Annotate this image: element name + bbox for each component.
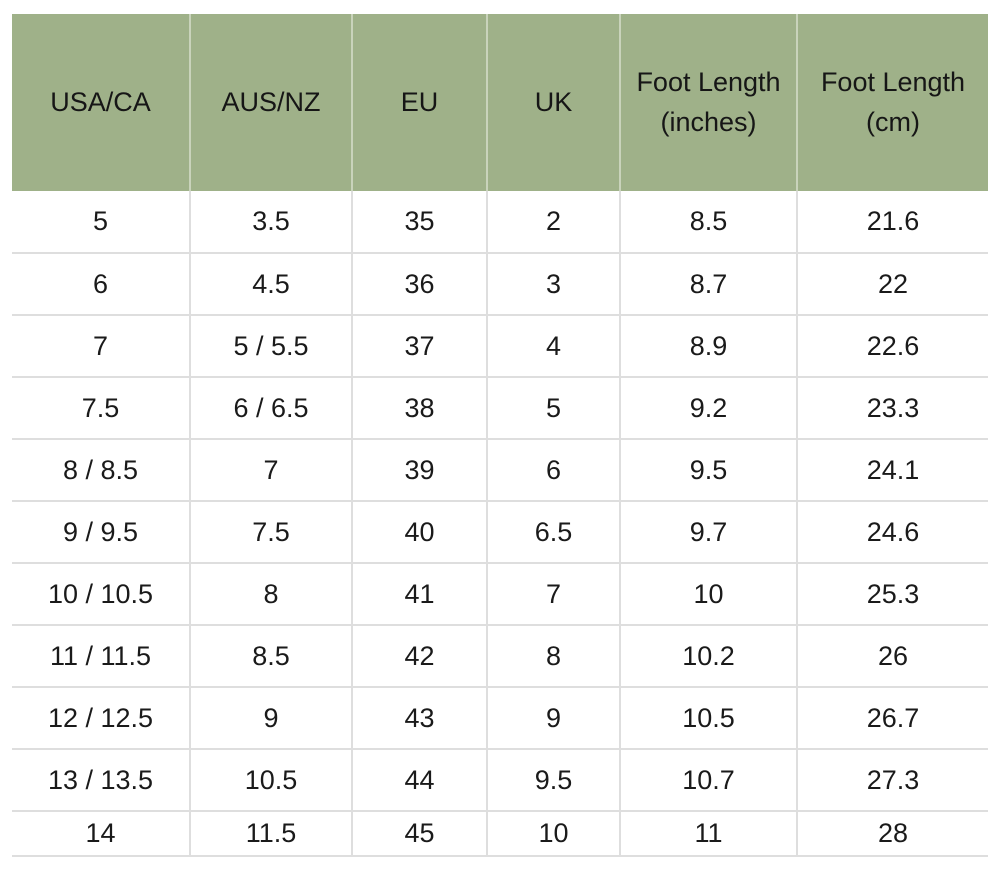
table-cell: 9.2	[619, 377, 797, 440]
table-row: 13 / 13.5 10.5 44 9.5 10.7 27.3	[12, 749, 988, 812]
table-cell: 4	[486, 315, 620, 378]
table-cell: 6	[12, 253, 190, 316]
table-cell: 11.5	[189, 811, 352, 857]
column-header-usa-ca: USA/CA	[12, 14, 190, 191]
table-cell: 8	[189, 563, 352, 626]
table-cell: 45	[351, 811, 487, 857]
shoe-size-table: USA/CA AUS/NZ EU UK Foot Length (inches) Foot…	[12, 14, 988, 857]
table-cell: 8.9	[619, 315, 797, 378]
table-body: 5 3.5 35 2 8.5 21.6 6 4.5 36 3 8.7 22 7 5 / 5.5 37 4 8.9…	[12, 191, 988, 857]
table-cell: 39	[351, 439, 487, 502]
table-cell: 9	[189, 687, 352, 750]
table-cell: 2	[486, 191, 620, 254]
table-cell: 7	[486, 563, 620, 626]
table-cell: 38	[351, 377, 487, 440]
table-cell: 25.3	[796, 563, 988, 626]
table-cell: 9.7	[619, 501, 797, 564]
table-cell: 12 / 12.5	[12, 687, 190, 750]
column-header-uk: UK	[486, 14, 620, 191]
table-cell: 4.5	[189, 253, 352, 316]
table-cell: 9	[486, 687, 620, 750]
table-header: USA/CA AUS/NZ EU UK Foot Length (inches) Foot…	[12, 14, 988, 191]
header-row: USA/CA AUS/NZ EU UK Foot Length (inches) Foot…	[12, 14, 988, 191]
table-row: 10 / 10.5 8 41 7 10 25.3	[12, 563, 988, 626]
table-cell: 44	[351, 749, 487, 812]
table-cell: 5	[486, 377, 620, 440]
table-cell: 26	[796, 625, 988, 688]
table-cell: 3.5	[189, 191, 352, 254]
table-cell: 43	[351, 687, 487, 750]
table-cell: 27.3	[796, 749, 988, 812]
table-cell: 8.5	[619, 191, 797, 254]
table-cell: 7.5	[189, 501, 352, 564]
table-cell: 9.5	[619, 439, 797, 502]
table-cell: 6 / 6.5	[189, 377, 352, 440]
table-cell: 35	[351, 191, 487, 254]
table-cell: 24.1	[796, 439, 988, 502]
table-row: 8 / 8.5 7 39 6 9.5 24.1	[12, 439, 988, 502]
table-cell: 36	[351, 253, 487, 316]
table-cell: 8	[486, 625, 620, 688]
table-cell: 9.5	[486, 749, 620, 812]
table-cell: 7	[12, 315, 190, 378]
table-row: 5 3.5 35 2 8.5 21.6	[12, 191, 988, 254]
column-header-foot-length-cm: Foot Length (cm)	[796, 14, 988, 191]
table-cell: 26.7	[796, 687, 988, 750]
table-cell: 21.6	[796, 191, 988, 254]
table-cell: 10	[619, 563, 797, 626]
table-cell: 10	[486, 811, 620, 857]
table-cell: 24.6	[796, 501, 988, 564]
column-header-aus-nz: AUS/NZ	[189, 14, 352, 191]
table-row: 9 / 9.5 7.5 40 6.5 9.7 24.6	[12, 501, 988, 564]
table-cell: 6	[486, 439, 620, 502]
table-cell: 9 / 9.5	[12, 501, 190, 564]
table-cell: 3	[486, 253, 620, 316]
table-row: 14 11.5 45 10 11 28	[12, 811, 988, 857]
table-cell: 13 / 13.5	[12, 749, 190, 812]
column-header-foot-length-inches: Foot Length (inches)	[619, 14, 797, 191]
table-cell: 8 / 8.5	[12, 439, 190, 502]
table-cell: 40	[351, 501, 487, 564]
table-cell: 10.7	[619, 749, 797, 812]
table-cell: 11 / 11.5	[12, 625, 190, 688]
table-cell: 8.7	[619, 253, 797, 316]
table-cell: 28	[796, 811, 988, 857]
size-chart-container: USA/CA AUS/NZ EU UK Foot Length (inches) Foot…	[12, 14, 988, 857]
table-row: 7.5 6 / 6.5 38 5 9.2 23.3	[12, 377, 988, 440]
table-cell: 7.5	[12, 377, 190, 440]
table-row: 6 4.5 36 3 8.7 22	[12, 253, 988, 316]
table-cell: 10.5	[619, 687, 797, 750]
table-row: 12 / 12.5 9 43 9 10.5 26.7	[12, 687, 988, 750]
table-cell: 10.2	[619, 625, 797, 688]
table-cell: 10 / 10.5	[12, 563, 190, 626]
table-cell: 7	[189, 439, 352, 502]
table-cell: 42	[351, 625, 487, 688]
table-cell: 41	[351, 563, 487, 626]
table-cell: 8.5	[189, 625, 352, 688]
table-cell: 5 / 5.5	[189, 315, 352, 378]
table-cell: 10.5	[189, 749, 352, 812]
column-header-eu: EU	[351, 14, 487, 191]
table-cell: 23.3	[796, 377, 988, 440]
table-cell: 22	[796, 253, 988, 316]
table-cell: 37	[351, 315, 487, 378]
table-row: 11 / 11.5 8.5 42 8 10.2 26	[12, 625, 988, 688]
table-cell: 5	[12, 191, 190, 254]
table-cell: 22.6	[796, 315, 988, 378]
table-cell: 6.5	[486, 501, 620, 564]
table-cell: 11	[619, 811, 797, 857]
table-cell: 14	[12, 811, 190, 857]
